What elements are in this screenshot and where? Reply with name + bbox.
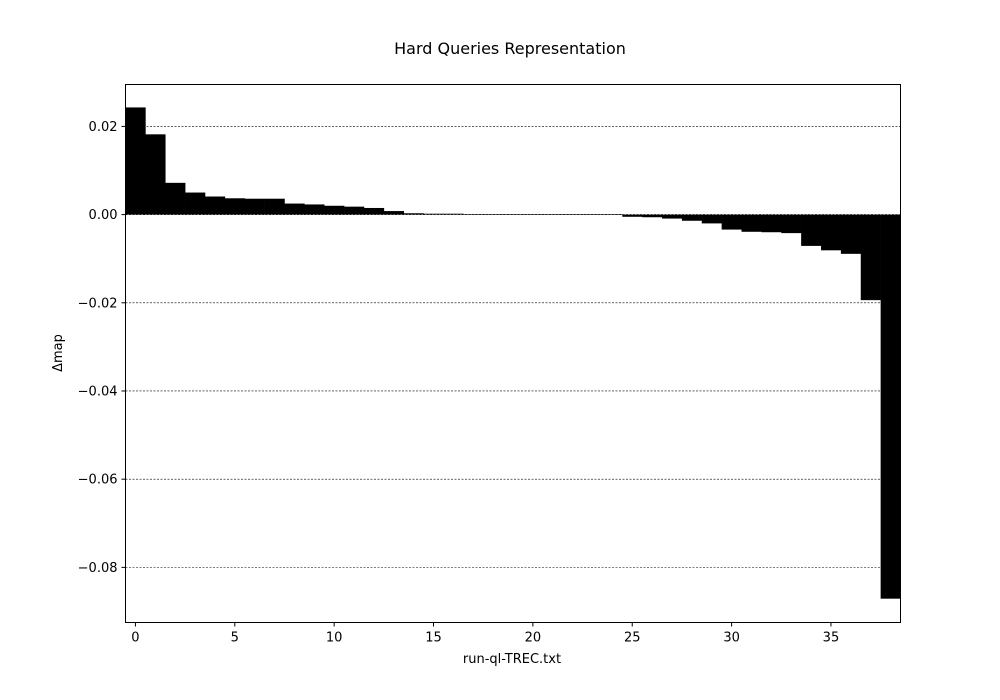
bar (204, 196, 226, 215)
bar (363, 207, 385, 215)
bar (662, 214, 683, 219)
bar (562, 214, 583, 215)
x-tick-label: 30 (723, 631, 740, 646)
bar (642, 214, 663, 218)
bar (403, 213, 424, 215)
bar (582, 214, 603, 215)
x-tick-label: 10 (326, 631, 343, 646)
x-tick-label: 20 (525, 631, 542, 646)
chart-title: Hard Queries Representation (394, 39, 626, 58)
bar (324, 205, 345, 215)
bar (542, 214, 563, 215)
bar (165, 182, 186, 215)
bar (304, 204, 325, 215)
bar (145, 134, 166, 215)
bar (284, 203, 305, 215)
x-tick-label: 25 (624, 631, 641, 646)
bar (125, 107, 146, 215)
y-tick-label: −0.06 (78, 473, 118, 488)
bar (463, 214, 484, 215)
bar (383, 211, 405, 215)
x-tick-label: 5 (231, 631, 239, 646)
bar (185, 192, 206, 215)
bar (443, 213, 464, 215)
bar (840, 214, 862, 254)
bar (483, 214, 504, 215)
y-tick-label: 0.00 (89, 208, 118, 223)
x-axis-ticks: 0 5 10 15 20 25 30 35 (131, 622, 840, 646)
bar (880, 214, 901, 599)
y-tick-label: −0.08 (78, 561, 118, 576)
bar (860, 214, 881, 301)
bar (622, 214, 643, 217)
y-axis-label: Δmap (51, 334, 66, 372)
bar (264, 198, 285, 215)
bar (801, 214, 822, 246)
x-tick-label: 0 (131, 631, 139, 646)
bar (244, 198, 265, 215)
x-tick-label: 35 (823, 631, 840, 646)
bar (721, 214, 742, 230)
bar (761, 214, 782, 233)
bar (701, 214, 722, 224)
x-axis-label: run-ql-TREC.txt (463, 652, 561, 667)
bar (602, 214, 623, 215)
bar (741, 214, 762, 232)
bar (344, 206, 365, 215)
y-tick-label: 0.02 (89, 120, 118, 135)
bar (224, 198, 246, 215)
bar (821, 214, 842, 251)
bar (522, 214, 544, 215)
bar (681, 214, 703, 221)
y-axis-ticks: 0.02 0.00 −0.02 −0.04 −0.06 −0.08 (78, 120, 126, 576)
bars (125, 107, 901, 599)
bar (503, 214, 524, 215)
plot-frame (125, 84, 901, 623)
bar (781, 214, 802, 234)
x-tick-label: 15 (425, 631, 442, 646)
bar (423, 213, 444, 215)
gridlines (125, 126, 901, 568)
y-tick-label: −0.02 (78, 296, 118, 311)
y-tick-label: −0.04 (78, 384, 118, 399)
